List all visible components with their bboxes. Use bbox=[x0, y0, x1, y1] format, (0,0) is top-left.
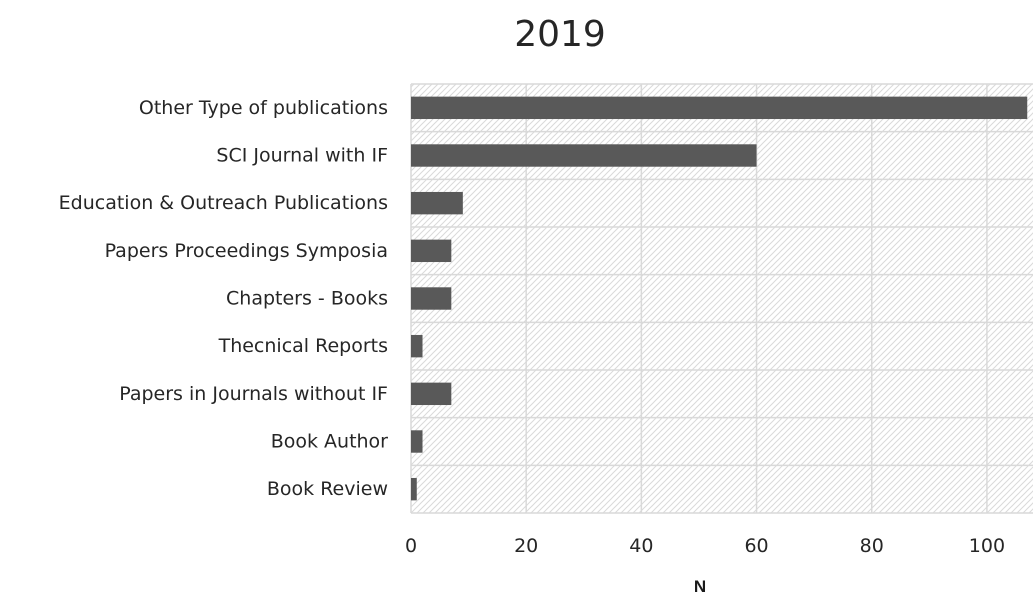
bar bbox=[411, 144, 757, 167]
chart-title: 2019 bbox=[514, 14, 606, 55]
bar bbox=[411, 477, 417, 501]
x-tick-label: 60 bbox=[744, 535, 768, 557]
bar bbox=[411, 430, 423, 453]
bar bbox=[411, 334, 423, 358]
bar bbox=[411, 239, 452, 263]
category-label: Book Author bbox=[271, 431, 388, 453]
x-tick-labels: 0 20 40 60 80 100 bbox=[405, 535, 1005, 557]
bar bbox=[411, 96, 1028, 120]
x-tick-label: 20 bbox=[514, 535, 538, 557]
x-tick-label: 40 bbox=[629, 535, 653, 557]
gridlines bbox=[410, 83, 1033, 514]
bar bbox=[411, 287, 452, 310]
x-axis-label: N bbox=[693, 577, 707, 596]
bars bbox=[411, 96, 1028, 501]
category-label: Chapters - Books bbox=[226, 288, 388, 310]
x-tick-label: 80 bbox=[860, 535, 884, 557]
bar bbox=[411, 191, 463, 215]
category-label: Education & Outreach Publications bbox=[59, 192, 388, 214]
category-label: Other Type of publications bbox=[139, 97, 388, 119]
category-label: Book Review bbox=[267, 478, 388, 500]
category-label: Papers Proceedings Symposia bbox=[105, 240, 388, 262]
category-labels: Other Type of publications SCI Journal wi… bbox=[59, 97, 389, 500]
bar bbox=[411, 382, 452, 406]
category-label: Thecnical Reports bbox=[218, 335, 388, 357]
x-tick-label: 0 bbox=[405, 535, 417, 557]
category-label: Papers in Journals without IF bbox=[119, 383, 388, 405]
x-tick-label: 100 bbox=[969, 535, 1005, 557]
category-label: SCI Journal with IF bbox=[216, 145, 388, 167]
